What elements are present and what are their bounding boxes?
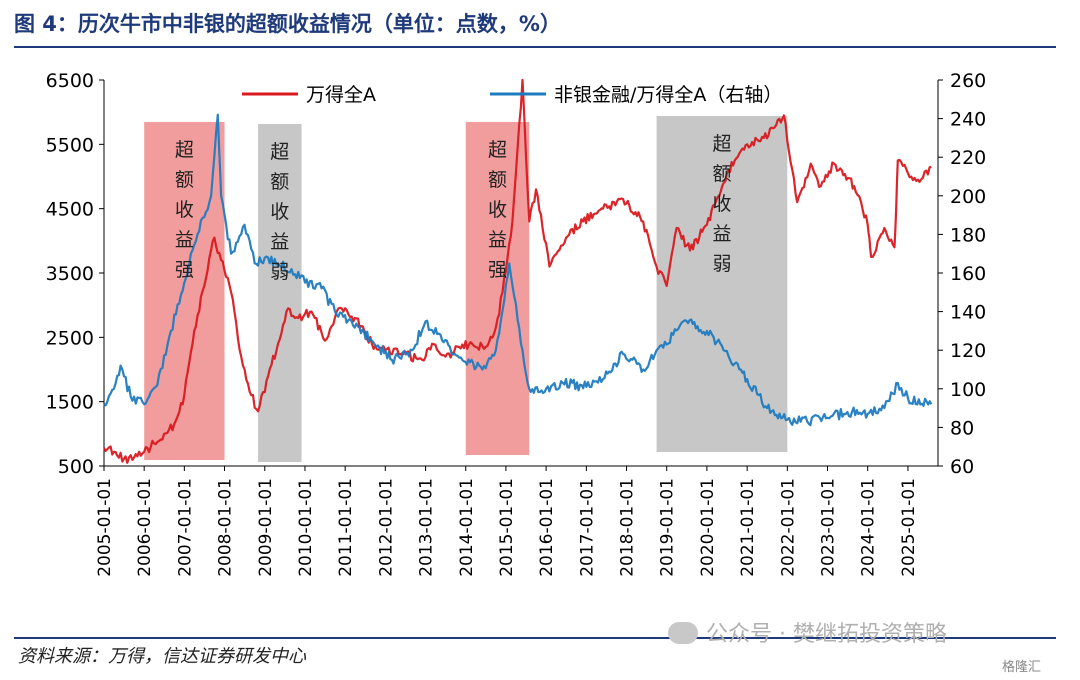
y-left-tick-label: 6500 [46, 70, 94, 92]
x-tick-label: 2016-01-01 [537, 478, 557, 577]
x-tick-label: 2013-01-01 [417, 478, 437, 577]
legend-wind-a-label: 万得全A [306, 84, 376, 106]
source-note: 资料来源：万得，信达证券研发中心 [18, 646, 306, 667]
legend-ratio-label: 非银金融/万得全A（右轴） [554, 84, 782, 106]
y-right-tick-label: 180 [950, 224, 986, 246]
x-tick-label: 2008-01-01 [216, 478, 236, 577]
band-label-1: 超额收益强 [175, 139, 194, 281]
legend: 万得全A 非银金融/万得全A（右轴） [242, 84, 782, 106]
x-tick-label: 2020-01-01 [698, 478, 718, 577]
x-tick-label: 2022-01-01 [778, 478, 798, 577]
lines-layer [103, 78, 933, 464]
band-label-3: 超额收益强 [488, 139, 507, 281]
watermark-text: 公众号 · 樊继拓投资策略 [706, 622, 947, 647]
page-title: 图 4：历次牛市中非银的超额收益情况（单位：点数，%） [14, 12, 561, 36]
y-right-tick-label: 80 [950, 417, 974, 439]
y-left-tick-label: 4500 [46, 199, 94, 221]
series-line-ratio [103, 113, 933, 427]
y-right-tick-label: 120 [950, 340, 986, 362]
y-left-tick-label: 2500 [46, 327, 94, 349]
x-tick-label: 2007-01-01 [175, 478, 195, 577]
x-tick-label: 2011-01-01 [336, 478, 356, 577]
x-tick-label: 2025-01-01 [899, 478, 919, 577]
x-tick-label: 2019-01-01 [658, 478, 678, 577]
y-left-tick-label: 500 [58, 456, 94, 478]
band-1 [144, 122, 225, 460]
x-tick-label: 2021-01-01 [738, 478, 758, 577]
series-line-wind-a [103, 78, 932, 464]
watermark: 公众号 · 樊继拓投资策略 [668, 616, 947, 648]
x-tick-label: 2010-01-01 [296, 478, 316, 577]
x-tick-label: 2009-01-01 [256, 478, 276, 577]
band-labels-layer: 超额收益强 超额收益弱 超额收益强 超额收益弱 [175, 133, 732, 283]
x-tick-label: 2005-01-01 [95, 478, 115, 577]
y-right-tick-label: 200 [950, 186, 986, 208]
y-right-tick-label: 240 [950, 109, 986, 131]
x-tick-label: 2006-01-01 [135, 478, 155, 577]
y-right-tick-label: 260 [950, 70, 986, 92]
y-right-tick-label: 60 [950, 456, 974, 478]
band-2 [258, 124, 302, 462]
band-label-2: 超额收益弱 [270, 141, 289, 283]
x-tick-label: 2023-01-01 [819, 478, 839, 577]
y-left-tick-label: 3500 [46, 263, 94, 285]
wechat-icon [668, 622, 698, 644]
y-left-tick-label: 5500 [46, 134, 94, 156]
x-tick-label: 2012-01-01 [376, 478, 396, 577]
footer-divider [14, 637, 1056, 639]
y-right-tick-label: 140 [950, 302, 986, 324]
x-tick-label: 2018-01-01 [618, 478, 638, 577]
axes-layer: 500 1500 2500 3500 4500 5500 6500 60 80 100 120 140… [46, 70, 987, 577]
y-right-tick-label: 220 [950, 147, 986, 169]
band-4 [656, 116, 788, 452]
band-label-4: 超额收益弱 [712, 133, 731, 275]
x-tick-label: 2015-01-01 [497, 478, 517, 577]
bands-layer [144, 116, 788, 462]
y-right-tick-label: 100 [950, 379, 986, 401]
brand-logo-text: 格隆汇 [1002, 660, 1042, 675]
x-tick-label: 2024-01-01 [859, 478, 879, 577]
y-left-tick-label: 1500 [46, 392, 94, 414]
x-tick-label: 2017-01-01 [577, 478, 597, 577]
x-tick-label: 2014-01-01 [457, 478, 477, 577]
excess-return-chart: 500 1500 2500 3500 4500 5500 6500 60 80 100 120 140… [46, 70, 987, 577]
y-right-tick-label: 160 [950, 263, 986, 285]
band-3 [465, 122, 530, 455]
title-divider [14, 46, 1056, 48]
